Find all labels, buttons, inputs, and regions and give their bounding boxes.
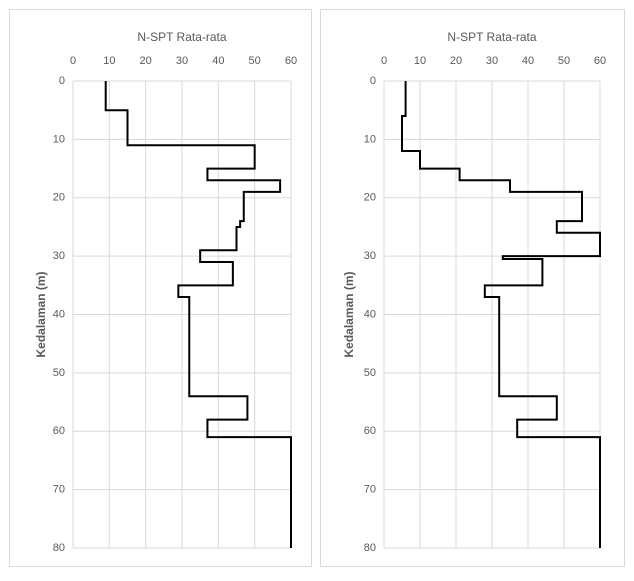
y-tick-label: 20: [364, 192, 376, 204]
y-tick-label: 20: [53, 192, 65, 204]
x-tick-label: 60: [594, 55, 606, 67]
profile-line: [401, 81, 601, 548]
panel-frame: [320, 9, 625, 567]
x-tick-label: 20: [450, 55, 462, 67]
profile-line: [104, 81, 292, 548]
chart-title: N-SPT Rata-rata: [137, 30, 226, 44]
y-tick-label: 30: [53, 250, 65, 262]
x-tick-label: 0: [70, 55, 76, 67]
y-tick-label: 80: [53, 542, 65, 554]
y-axis-label: Kedalaman (m): [34, 271, 48, 357]
y-tick-label: 50: [364, 367, 376, 379]
y-tick-label: 60: [364, 425, 376, 437]
x-tick-label: 0: [381, 55, 387, 67]
x-tick-label: 10: [414, 55, 426, 67]
y-tick-label: 40: [53, 308, 65, 320]
x-tick-label: 10: [103, 55, 115, 67]
y-tick-label: 70: [364, 484, 376, 496]
x-tick-label: 40: [522, 55, 534, 67]
y-tick-label: 60: [53, 425, 65, 437]
y-tick-label: 10: [364, 133, 376, 145]
x-tick-label: 60: [285, 55, 297, 67]
y-tick-label: 0: [370, 75, 376, 87]
y-tick-label: 0: [59, 75, 65, 87]
y-tick-label: 50: [53, 367, 65, 379]
y-tick-label: 10: [53, 133, 65, 145]
x-tick-label: 50: [558, 55, 570, 67]
y-tick-label: 80: [364, 542, 376, 554]
x-tick-label: 50: [249, 55, 261, 67]
y-tick-label: 30: [364, 250, 376, 262]
panel-frame: [9, 9, 312, 567]
x-tick-label: 20: [140, 55, 152, 67]
y-tick-label: 40: [364, 308, 376, 320]
x-tick-label: 30: [176, 55, 188, 67]
y-tick-label: 70: [53, 484, 65, 496]
x-tick-label: 40: [212, 55, 224, 67]
x-tick-label: 30: [486, 55, 498, 67]
y-axis-label: Kedalaman (m): [342, 271, 356, 357]
chart-title: N-SPT Rata-rata: [447, 30, 536, 44]
